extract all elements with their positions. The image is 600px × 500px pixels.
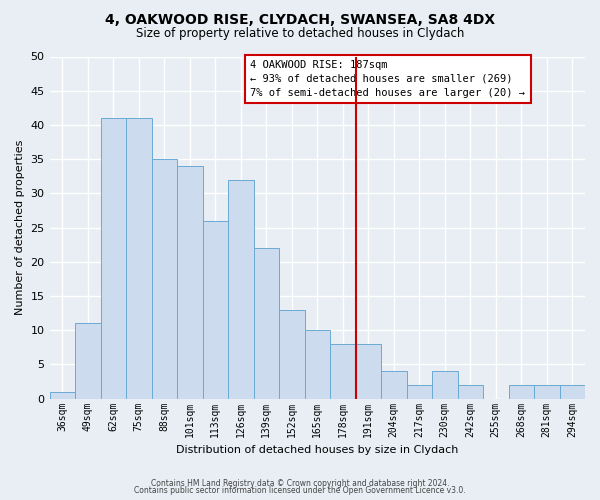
Bar <box>432 372 458 398</box>
X-axis label: Distribution of detached houses by size in Clydach: Distribution of detached houses by size … <box>176 445 458 455</box>
Text: 4, OAKWOOD RISE, CLYDACH, SWANSEA, SA8 4DX: 4, OAKWOOD RISE, CLYDACH, SWANSEA, SA8 4… <box>105 12 495 26</box>
Bar <box>330 344 356 399</box>
Bar <box>152 159 177 398</box>
Bar <box>509 385 534 398</box>
Bar <box>279 310 305 398</box>
Text: Contains HM Land Registry data © Crown copyright and database right 2024.: Contains HM Land Registry data © Crown c… <box>151 478 449 488</box>
Bar <box>203 220 228 398</box>
Text: 4 OAKWOOD RISE: 187sqm
← 93% of detached houses are smaller (269)
7% of semi-det: 4 OAKWOOD RISE: 187sqm ← 93% of detached… <box>250 60 526 98</box>
Bar <box>534 385 560 398</box>
Bar <box>560 385 585 398</box>
Text: Size of property relative to detached houses in Clydach: Size of property relative to detached ho… <box>136 28 464 40</box>
Bar <box>75 324 101 398</box>
Bar <box>356 344 381 399</box>
Bar <box>101 118 126 398</box>
Bar <box>458 385 483 398</box>
Bar <box>177 166 203 398</box>
Bar <box>381 372 407 398</box>
Bar <box>50 392 75 398</box>
Text: Contains public sector information licensed under the Open Government Licence v3: Contains public sector information licen… <box>134 486 466 495</box>
Bar <box>305 330 330 398</box>
Bar <box>254 248 279 398</box>
Y-axis label: Number of detached properties: Number of detached properties <box>15 140 25 316</box>
Bar <box>407 385 432 398</box>
Bar <box>126 118 152 398</box>
Bar <box>228 180 254 398</box>
